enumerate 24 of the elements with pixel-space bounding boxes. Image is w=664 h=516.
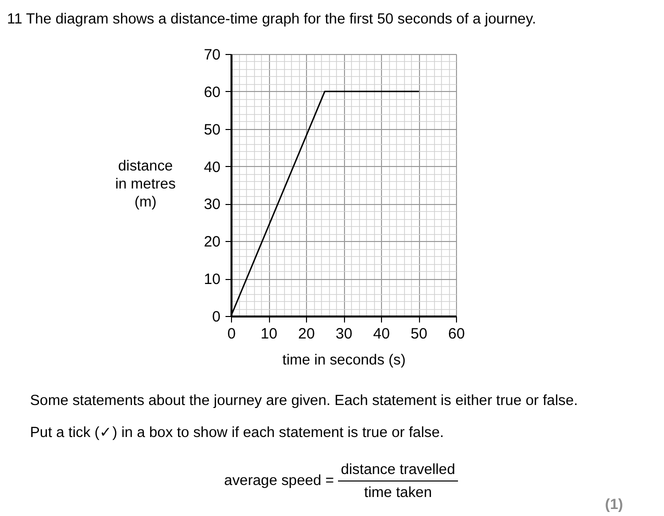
text: distance travelled bbox=[340, 462, 456, 478]
y-tick-label: 50 bbox=[204, 121, 220, 138]
y-tick-label: 0 bbox=[212, 308, 220, 326]
y-axis-title: distance in metres (m) bbox=[115, 158, 176, 210]
x-tick-label: 50 bbox=[410, 326, 428, 342]
x-tick-label: 0 bbox=[227, 326, 236, 342]
y-tick-label: 60 bbox=[204, 84, 220, 101]
text: average speed = bbox=[224, 473, 334, 489]
text: Some statements about the journey are given. Each statement is either true or false. bbox=[30, 393, 578, 409]
text: (1) bbox=[605, 497, 624, 513]
x-tick-label: 30 bbox=[336, 326, 352, 342]
y-tick-label: 40 bbox=[204, 158, 220, 176]
y-tick-label: 70 bbox=[204, 46, 220, 64]
x-tick-label: 40 bbox=[373, 326, 390, 342]
text: Put a tick (✓) in a box to show if each statement is true or false. bbox=[30, 425, 444, 441]
y-tick-label: 30 bbox=[204, 196, 220, 214]
x-axis-title: time in seconds (s) bbox=[282, 352, 406, 368]
x-tick-label: 10 bbox=[260, 326, 278, 342]
chart-title: 11 The diagram shows a distance-time graph for the first 50 seconds of a journey. bbox=[7, 11, 536, 28]
text: time taken bbox=[364, 485, 432, 501]
y-tick-label: 10 bbox=[204, 271, 220, 288]
x-tick-label: 60 bbox=[448, 326, 465, 342]
y-tick-label: 20 bbox=[204, 234, 220, 251]
x-tick-label: 20 bbox=[298, 326, 315, 342]
